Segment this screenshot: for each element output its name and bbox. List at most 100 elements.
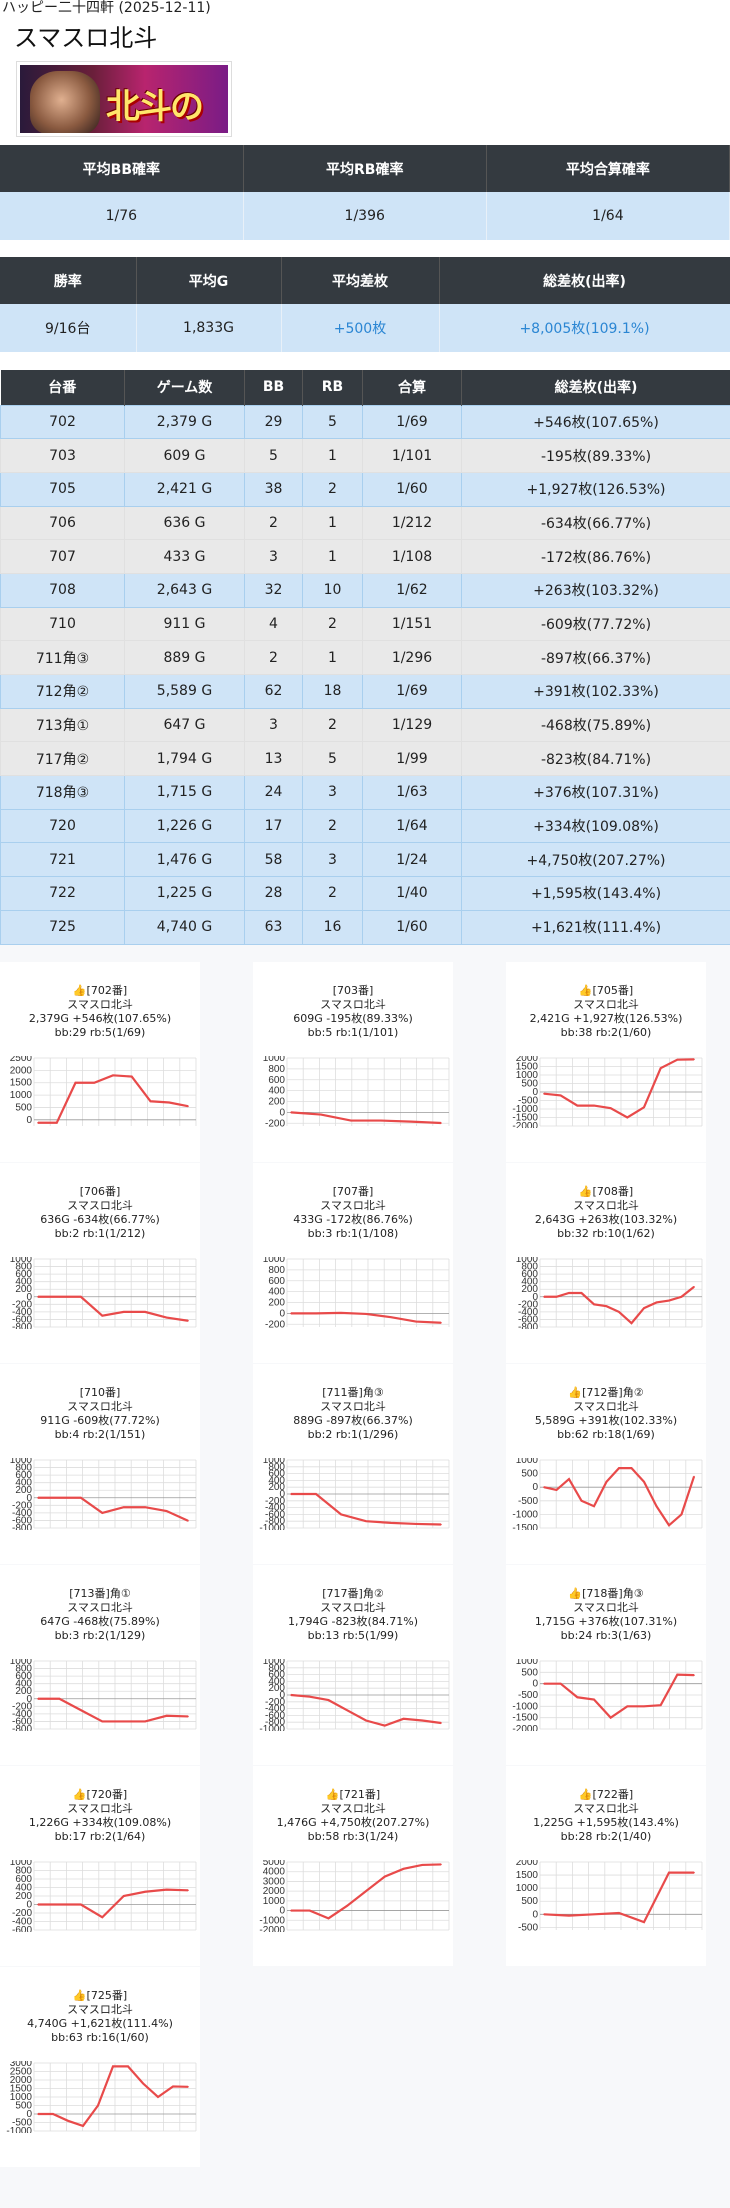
data-point — [556, 1295, 558, 1297]
y-tick-label: 800 — [268, 1264, 285, 1275]
cell-no: 712角② — [1, 675, 125, 709]
chart-line3: bb:63 rb:16(1/60) — [27, 2031, 173, 2045]
data-point — [577, 1696, 579, 1698]
cell-diff: +1,927枚(126.53%) — [462, 472, 730, 506]
data-point — [681, 1513, 683, 1515]
chart-title: [705番] — [593, 984, 634, 997]
data-point — [693, 1674, 695, 1676]
data-point — [403, 1868, 405, 1870]
cell-diff: -823枚(84.71%) — [462, 742, 730, 776]
page-caption: ハッピー二十四軒 (2025-12-11) — [0, 0, 730, 17]
cell-diff: +546枚(107.65%) — [462, 405, 730, 439]
data-point — [101, 1916, 103, 1918]
chart-line3: bb:28 rb:2(1/40) — [533, 1830, 679, 1844]
value-avg-bb: 1/76 — [0, 192, 243, 240]
cell-diff: +1,621枚(111.4%) — [462, 910, 730, 944]
chart-line2: 2,421G +1,927枚(126.53%) — [530, 1012, 683, 1026]
data-point — [543, 1486, 545, 1488]
cell-diff: -609枚(77.72%) — [462, 607, 730, 641]
chart-line2: 911G -609枚(77.72%) — [40, 1414, 160, 1428]
data-point — [187, 1319, 189, 1321]
cell-no: 708 — [1, 573, 125, 607]
data-point — [350, 1119, 352, 1121]
y-tick-label: 600 — [268, 1275, 285, 1286]
data-point — [568, 1292, 570, 1294]
cell-diff: +391枚(102.33%) — [462, 675, 730, 709]
cell-bb: 38 — [245, 472, 303, 506]
cell-rb: 2 — [303, 472, 363, 506]
data-point — [142, 2082, 144, 2084]
data-point — [144, 1506, 146, 1508]
data-point — [568, 1478, 570, 1480]
data-point — [421, 1719, 423, 1721]
data-point — [677, 1673, 679, 1675]
cell-games: 609 G — [125, 439, 245, 473]
data-point — [668, 1524, 670, 1526]
data-point — [187, 1519, 189, 1521]
data-point — [440, 1321, 442, 1323]
chart-model: スマスロ北斗 — [530, 998, 683, 1012]
data-point — [593, 1303, 595, 1305]
cell-no: 722 — [1, 877, 125, 911]
cell-games: 647 G — [125, 708, 245, 742]
thumbs-up-icon: 👍 — [579, 984, 593, 997]
character-face-image — [30, 71, 100, 133]
machine-header-3: RB — [303, 370, 363, 405]
cell-no: 721 — [1, 843, 125, 877]
header-avg-rb: 平均RB確率 — [243, 145, 486, 192]
cell-rb: 3 — [303, 843, 363, 877]
cell-games: 2,421 G — [125, 472, 245, 506]
chart-line3: bb:4 rb:2(1/151) — [40, 1428, 160, 1442]
y-tick-label: 0 — [26, 1114, 32, 1125]
data-point — [643, 1307, 645, 1309]
data-point — [309, 1909, 311, 1911]
chart-line2: 1,476G +4,750枚(207.27%) — [277, 1816, 430, 1830]
cell-no: 703 — [1, 439, 125, 473]
data-point — [59, 1697, 61, 1699]
data-point — [660, 1067, 662, 1069]
data-point — [643, 1106, 645, 1108]
y-tick-label: 0 — [532, 1909, 538, 1920]
data-point — [606, 1305, 608, 1307]
data-point — [123, 1506, 125, 1508]
chart-line2: 2,379G +546枚(107.65%) — [29, 1012, 171, 1026]
cell-rb: 16 — [303, 910, 363, 944]
chart-line3: bb:13 rb:5(1/99) — [288, 1629, 418, 1643]
y-tick-label: 500 — [521, 1468, 538, 1479]
value-win-rate: 9/16台 — [0, 304, 136, 352]
cell-no: 707 — [1, 540, 125, 574]
cell-bb: 13 — [245, 742, 303, 776]
machine-header-4: 合算 — [363, 370, 462, 405]
data-point — [37, 1121, 39, 1123]
chart-title: [702番] — [87, 984, 128, 997]
data-point — [187, 1715, 189, 1717]
chart-line2: 1,794G -823枚(84.71%) — [288, 1615, 418, 1629]
cell-no: 706 — [1, 506, 125, 540]
data-point — [59, 1295, 61, 1297]
cell-rb: 3 — [303, 776, 363, 810]
chart-title: [707番] — [333, 1185, 374, 1198]
data-point — [144, 1311, 146, 1313]
cell-diff: -172枚(86.76%) — [462, 540, 730, 574]
data-point — [67, 2120, 69, 2122]
cell-rb: 18 — [303, 675, 363, 709]
value-avg-total: 1/64 — [486, 192, 729, 240]
data-point — [168, 1101, 170, 1103]
cell-no: 725 — [1, 910, 125, 944]
data-point — [421, 1864, 423, 1866]
data-point — [593, 1505, 595, 1507]
data-point — [606, 1480, 608, 1482]
y-tick-label: -800 — [12, 1322, 32, 1329]
data-point — [668, 1299, 670, 1301]
